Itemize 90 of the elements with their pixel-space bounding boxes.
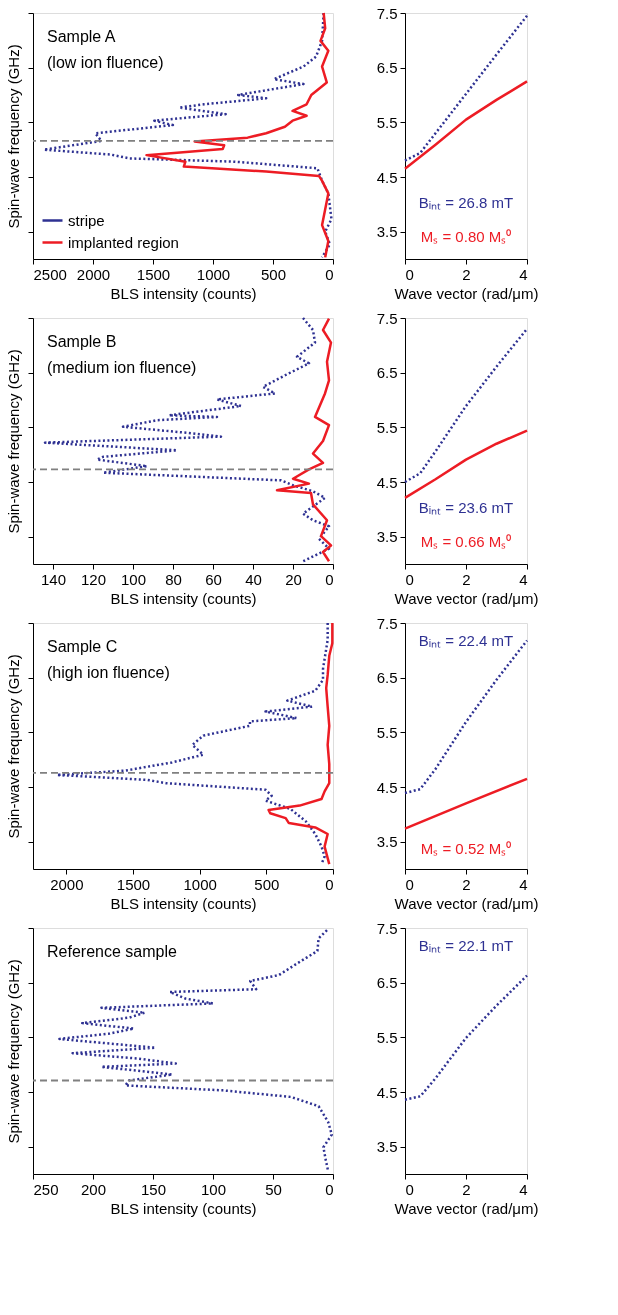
legend-label: implanted region bbox=[68, 233, 179, 251]
x-tick-label: 500 bbox=[260, 265, 287, 283]
x-tick-label: 150 bbox=[140, 1180, 167, 1198]
x-tick-label: 2000 bbox=[76, 265, 111, 283]
y-tick-label: 6.5 bbox=[376, 669, 398, 687]
y-tick-label: 5.5 bbox=[376, 113, 398, 131]
x-tick-label: 2 bbox=[462, 570, 471, 588]
x-tick-label: 2 bbox=[462, 875, 471, 893]
x-tick-label: 200 bbox=[80, 1180, 107, 1198]
x-axis-title: Wave vector (rad/μm) bbox=[394, 894, 539, 912]
annotation: Sample B bbox=[47, 333, 117, 350]
legend-label: stripe bbox=[68, 211, 105, 229]
y-tick-label: 7.5 bbox=[376, 309, 398, 327]
x-tick-label: 4 bbox=[519, 265, 528, 283]
line-series bbox=[403, 327, 529, 484]
y-axis-title: Spin-wave frequency (GHz) bbox=[4, 959, 22, 1144]
y-tick-label: 6.5 bbox=[376, 974, 398, 992]
x-tick-label: 100 bbox=[120, 570, 147, 588]
x-tick-label: 0 bbox=[405, 1180, 414, 1198]
x-axis-title: BLS intensity (counts) bbox=[110, 1199, 257, 1217]
y-tick-label: 7.5 bbox=[376, 919, 398, 937]
y-axis-title: Spin-wave frequency (GHz) bbox=[4, 44, 22, 229]
x-tick-label: 80 bbox=[165, 570, 182, 588]
x-tick-label: 2500 bbox=[33, 265, 67, 283]
x-tick-label: 2000 bbox=[50, 875, 84, 893]
annotation: (high ion fluence) bbox=[47, 664, 170, 681]
annotation: Sample C bbox=[47, 638, 118, 655]
x-tick-label: 120 bbox=[80, 570, 107, 588]
y-tick-label: 4.5 bbox=[376, 473, 398, 491]
line-series bbox=[403, 80, 529, 171]
x-tick-label: 4 bbox=[519, 875, 528, 893]
y-tick-label: 3.5 bbox=[376, 1138, 398, 1156]
annotation: (medium ion fluence) bbox=[47, 359, 197, 376]
x-tick-label: 1500 bbox=[136, 265, 171, 283]
x-axis-title: BLS intensity (counts) bbox=[110, 284, 257, 302]
y-tick-label: 3.5 bbox=[376, 528, 398, 546]
annotation: Mₛ = 0.66 Mₛ⁰ bbox=[420, 533, 512, 550]
x-tick-label: 0 bbox=[405, 570, 414, 588]
x-axis-title: BLS intensity (counts) bbox=[110, 894, 257, 912]
annotation: (low ion fluence) bbox=[47, 54, 164, 71]
annotation: Bᵢₙₜ = 22.4 mT bbox=[418, 632, 514, 649]
x-tick-label: 100 bbox=[200, 1180, 227, 1198]
annotation: Mₛ = 0.52 Mₛ⁰ bbox=[420, 840, 512, 857]
x-tick-label: 20 bbox=[285, 570, 302, 588]
annotation: Reference sample bbox=[47, 943, 177, 960]
x-tick-label: 0 bbox=[325, 265, 334, 283]
y-tick-label: 6.5 bbox=[376, 364, 398, 382]
y-tick-label: 7.5 bbox=[376, 4, 398, 22]
x-tick-label: 4 bbox=[519, 1180, 528, 1198]
y-tick-label: 7.5 bbox=[376, 614, 398, 632]
y-axis-title: Spin-wave frequency (GHz) bbox=[4, 654, 22, 839]
annotation: Bᵢₙₜ = 22.1 mT bbox=[418, 937, 514, 954]
x-tick-label: 0 bbox=[405, 875, 414, 893]
y-tick-label: 5.5 bbox=[376, 1028, 398, 1046]
annotation: Sample A bbox=[47, 28, 116, 45]
x-tick-label: 0 bbox=[405, 265, 414, 283]
y-tick-label: 4.5 bbox=[376, 168, 398, 186]
annotation: Bᵢₙₜ = 23.6 mT bbox=[418, 499, 514, 516]
x-tick-label: 40 bbox=[245, 570, 262, 588]
x-tick-label: 4 bbox=[519, 570, 528, 588]
x-axis-title: BLS intensity (counts) bbox=[110, 589, 257, 607]
x-tick-label: 50 bbox=[265, 1180, 282, 1198]
x-axis-title: Wave vector (rad/μm) bbox=[394, 284, 539, 302]
x-tick-label: 500 bbox=[254, 875, 280, 893]
y-tick-label: 5.5 bbox=[376, 418, 398, 436]
y-tick-label: 4.5 bbox=[376, 1083, 398, 1101]
x-axis-title: Wave vector (rad/μm) bbox=[394, 1199, 539, 1217]
x-tick-label: 2 bbox=[462, 265, 471, 283]
y-axis-title: Spin-wave frequency (GHz) bbox=[4, 349, 22, 534]
line-series bbox=[403, 14, 529, 162]
x-tick-label: 60 bbox=[205, 570, 222, 588]
x-tick-label: 1500 bbox=[116, 875, 151, 893]
y-tick-label: 6.5 bbox=[376, 59, 398, 77]
annotation: Mₛ = 0.80 Mₛ⁰ bbox=[420, 228, 512, 245]
x-tick-label: 1000 bbox=[183, 875, 217, 893]
x-tick-label: 0 bbox=[325, 875, 334, 893]
annotation: Bᵢₙₜ = 26.8 mT bbox=[418, 194, 514, 211]
x-tick-label: 1000 bbox=[196, 265, 231, 283]
line-series bbox=[403, 429, 529, 500]
line-series bbox=[403, 974, 529, 1101]
x-tick-label: 0 bbox=[325, 570, 334, 588]
x-tick-label: 250 bbox=[33, 1180, 59, 1198]
y-tick-label: 4.5 bbox=[376, 778, 398, 796]
y-tick-label: 3.5 bbox=[376, 223, 398, 241]
y-tick-label: 3.5 bbox=[376, 833, 398, 851]
y-tick-label: 5.5 bbox=[376, 723, 398, 741]
x-tick-label: 2 bbox=[462, 1180, 471, 1198]
x-axis-title: Wave vector (rad/μm) bbox=[394, 589, 539, 607]
x-tick-label: 0 bbox=[325, 1180, 334, 1198]
x-tick-label: 140 bbox=[40, 570, 67, 588]
